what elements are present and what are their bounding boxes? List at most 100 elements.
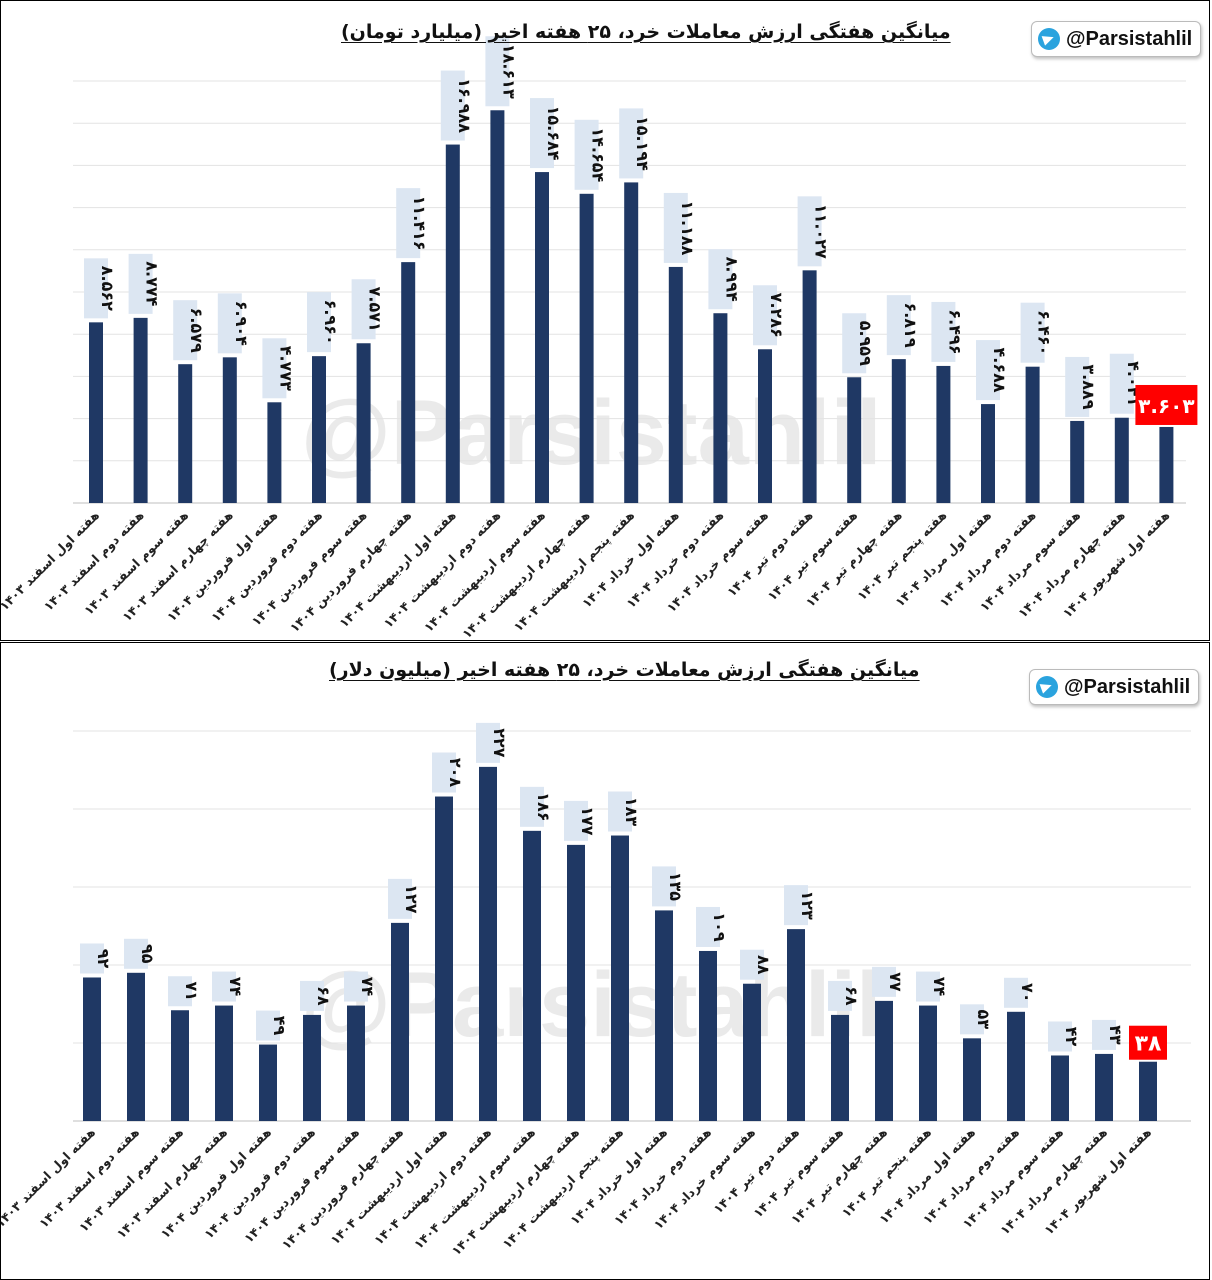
bar [981,404,995,503]
data-label: ۱۲۷ [402,884,421,914]
telegram-handle-badge[interactable]: @Parsistahlil [1029,669,1200,705]
bar [802,270,817,503]
data-label-box [619,108,644,179]
data-label: ۱۲۳ [798,890,817,920]
telegram-icon [1036,676,1058,698]
data-label-box [1109,353,1134,414]
data-label-box [916,971,940,1002]
telegram-handle-text: @Parsistahlil [1064,675,1191,698]
data-label: ۶.۹۰۴ [232,301,251,346]
bar [222,357,237,503]
data-label: ۸۸ [754,955,773,975]
data-label-box [173,300,198,361]
data-label: ۱۵.۶۸۴ [544,106,563,161]
data-label: ۱۳۵ [666,872,685,902]
data-label-box [440,70,465,141]
bar [435,796,453,1121]
data-label-box [307,292,331,353]
data-label: ۴۳ [1106,1025,1125,1045]
data-label: ۴۲ [1062,1027,1081,1047]
bar [1114,417,1129,503]
data-label: ۶.۵۷۹ [187,308,206,353]
data-label: ۱۱.۰۲۷ [812,204,831,259]
data-label-box [828,980,852,1011]
data-label-box [708,249,733,310]
data-label-box [388,878,412,919]
data-label-box [212,971,236,1002]
bar [445,144,460,503]
data-label: ۷۴ [358,977,377,997]
bar [83,977,101,1121]
bar [787,929,805,1121]
data-label-box [784,885,808,926]
data-label-box [351,279,376,340]
bar [579,193,594,503]
bar [611,835,629,1121]
data-label: ۳۸ [1135,1032,1162,1057]
bar [1025,366,1040,503]
data-label: ۱۸.۶۱۳ [499,44,518,99]
data-label: ۷۷ [886,972,905,992]
data-label-box [262,338,287,399]
data-label-box [564,800,588,841]
data-label: ۱۸۳ [622,797,641,827]
data-label: ۲۲۷ [490,728,509,758]
telegram-icon [1038,28,1060,50]
data-label-box [753,285,777,346]
data-label: ۱۱.۱۸۸ [678,200,697,255]
bar [743,983,761,1121]
data-label-box [931,301,956,362]
data-label-box [886,295,911,356]
data-label: ۱۴.۶۵۴ [589,127,608,182]
data-label: ۱۸۶ [534,792,553,821]
data-label-box [396,188,421,259]
data-label: ۸.۷۷۴ [143,261,162,306]
data-label-box [485,36,510,107]
data-label: ۶.۹۶۰ [321,300,340,345]
data-label-box [1004,977,1028,1008]
data-label-box [530,98,554,169]
data-label: ۱۵.۱۹۴ [633,116,652,171]
data-label: ۱۷۷ [578,806,597,836]
data-label: ۲۰۸ [446,758,465,788]
bar [668,266,683,503]
bar [1007,1011,1025,1121]
bar [963,1038,981,1121]
data-label: ۹۲ [94,949,113,969]
data-label-box [842,313,867,374]
data-label: ۸.۵۶۲ [98,266,117,311]
data-label: ۸.۹۹۴ [722,257,741,302]
bar [891,359,906,503]
data-label: ۷.۲۸۶ [767,293,786,338]
data-label-box [797,196,822,267]
data-label: ۳.۶۰۳ [1138,394,1194,418]
telegram-handle-badge[interactable]: @Parsistahlil [1031,21,1202,57]
data-label: ۶۸ [842,986,861,1006]
bar [1070,420,1085,503]
data-label-box [960,1004,984,1035]
data-label-box [976,340,1000,401]
bar [259,1044,277,1121]
bar [312,356,326,503]
bar [133,317,148,503]
bar [356,343,371,503]
bar [401,262,416,503]
bar [758,349,772,503]
data-label: ۱۰۹ [710,912,729,942]
telegram-handle-text: @Parsistahlil [1066,27,1193,50]
data-label-box [1065,356,1090,417]
chart-panel-dollar: @Parsistahlil ۹۲ هفته اول اسفند ۱۴۰۳ ۹۵ هفت… [0,642,1210,1280]
data-label-box [740,949,764,980]
bar [523,830,541,1121]
data-label: ۵۳ [974,1010,993,1030]
data-label-box [476,722,500,763]
bar [655,910,673,1121]
data-label-box [344,971,368,1002]
bar [347,1005,365,1121]
data-label-box [1092,1019,1116,1050]
bar [624,182,639,503]
bar [171,1010,189,1121]
